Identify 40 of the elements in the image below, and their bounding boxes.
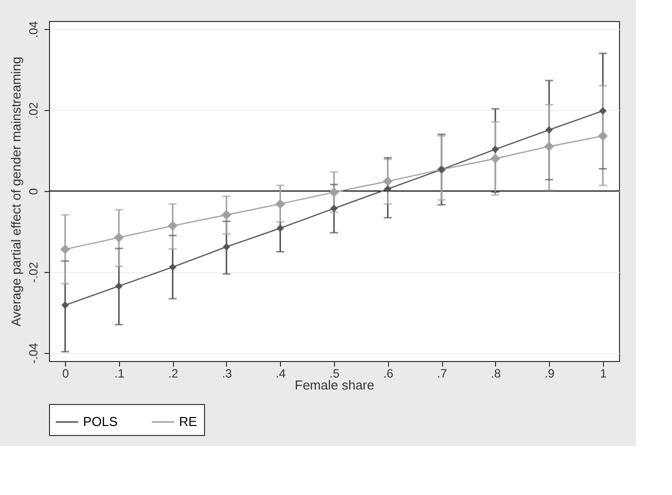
x-tick-label: 1	[600, 366, 608, 380]
point	[545, 126, 553, 134]
x-axis-title: Female share	[294, 378, 374, 392]
point	[275, 199, 286, 209]
point	[329, 187, 339, 198]
y-tick-label: -.02	[26, 262, 40, 283]
y-tick-label: .02	[26, 102, 40, 119]
point	[60, 244, 70, 254]
point	[382, 176, 393, 186]
point	[544, 142, 554, 152]
point	[222, 210, 232, 220]
point	[61, 301, 69, 309]
x-tick-label: .7	[437, 366, 448, 380]
x-tick-label: .9	[544, 366, 555, 380]
point	[115, 282, 123, 290]
y-axis-title: Average partial effect of gender mainstreaming	[8, 56, 24, 326]
point	[168, 220, 178, 231]
x-tick-label: .2	[168, 366, 179, 380]
y-tick-label: .04	[26, 20, 40, 38]
point	[222, 243, 230, 251]
x-tick-label: .3	[222, 366, 232, 380]
point	[114, 232, 124, 242]
legend-label: POLS	[83, 414, 118, 429]
x-tick-label: .6	[383, 366, 394, 380]
y-tick-label: 0	[26, 188, 40, 195]
x-tick-label: .1	[114, 366, 125, 380]
y-tick-label: -.04	[26, 342, 40, 364]
x-tick-label: .4	[276, 366, 286, 380]
x-tick-label: 0	[62, 366, 70, 380]
point	[490, 154, 500, 164]
point	[384, 185, 392, 193]
point	[492, 146, 500, 154]
point	[276, 224, 284, 232]
point	[168, 263, 176, 271]
legend-label: RE	[179, 414, 198, 429]
point	[599, 107, 607, 115]
x-tick-label: .5	[329, 366, 340, 380]
point	[330, 204, 338, 212]
point	[598, 131, 608, 141]
x-tick-label: .8	[490, 366, 502, 380]
